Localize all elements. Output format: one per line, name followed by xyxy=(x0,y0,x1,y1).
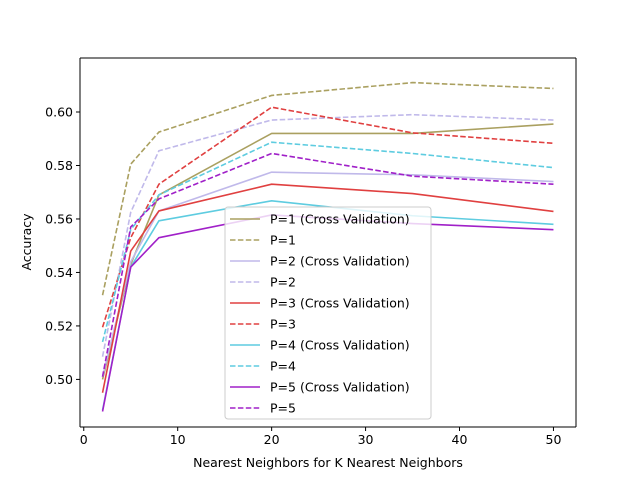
y-tick-label: 0.54 xyxy=(45,265,73,280)
y-axis-label: Accuracy xyxy=(19,213,34,271)
series-line-4 xyxy=(101,113,554,357)
legend-label: P=2 (Cross Validation) xyxy=(270,254,410,269)
legend-label: P=3 (Cross Validation) xyxy=(270,296,410,311)
x-tick-label: 20 xyxy=(264,432,280,447)
x-tick-label: 10 xyxy=(170,432,186,447)
y-tick-label: 0.56 xyxy=(45,211,73,226)
legend: P=1 (Cross Validation) P=1 P=2 (Cross Vali… xyxy=(224,206,432,420)
legend-box xyxy=(224,206,432,420)
legend-label: P=4 (Cross Validation) xyxy=(270,338,410,353)
x-tick-label: 40 xyxy=(452,432,468,447)
legend-label: P=2 xyxy=(270,275,296,290)
legend-label: P=5 (Cross Validation) xyxy=(270,380,410,395)
y-tick-label: 0.52 xyxy=(45,318,73,333)
legend-label: P=4 xyxy=(270,359,296,374)
x-tick-label: 30 xyxy=(358,432,374,447)
series-line-10 xyxy=(101,152,554,377)
ticks: 0 10 20 30 40 50 0.50 0.52 0.54 0.56 0.58 0.60 xyxy=(45,105,561,447)
y-tick-label: 0.60 xyxy=(45,105,73,120)
series-line-2 xyxy=(101,81,554,296)
series-line-3 xyxy=(101,171,554,377)
y-tick-label: 0.50 xyxy=(45,372,73,387)
legend-label: P=1 xyxy=(270,233,296,248)
y-tick-label: 0.58 xyxy=(45,158,73,173)
x-tick-label: 0 xyxy=(80,432,88,447)
legend-label: P=3 xyxy=(270,317,296,332)
legend-label: P=5 xyxy=(270,401,296,416)
series-lines xyxy=(101,81,554,412)
legend-label: P=1 (Cross Validation) xyxy=(270,212,410,227)
x-tick-label: 50 xyxy=(546,432,562,447)
series-line-6 xyxy=(101,106,554,328)
series-line-5 xyxy=(101,183,554,393)
x-axis-label: Nearest Neighbors for K Nearest Neighbor… xyxy=(193,455,463,470)
series-line-9 xyxy=(101,214,554,412)
axes xyxy=(79,57,577,428)
